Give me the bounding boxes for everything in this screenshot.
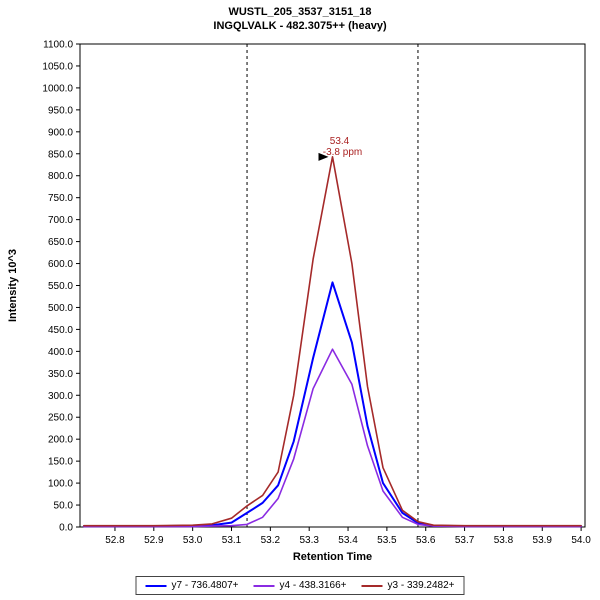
x-tick-label: 53.3 [299,535,319,546]
y-tick-label: 1000.0 [42,83,73,94]
x-tick-label: 53.1 [222,535,242,546]
series-line-y7[interactable] [82,281,583,528]
y-tick-label: 650.0 [48,237,73,248]
y-tick-label: 900.0 [48,127,73,138]
x-tick-label: 53.4 [338,535,358,546]
x-tick-label: 53.9 [533,535,553,546]
y-tick-label: 450.0 [48,325,73,336]
legend: y7 - 736.4807+ y4 - 438.3166+ y3 - 339.248… [135,576,465,595]
legend-item-y7: y7 - 736.4807+ [145,580,239,591]
y-tick-label: 1100.0 [43,40,73,51]
y-tick-label: 50.0 [54,501,74,512]
chart-subtitle: INGQLVALK - 482.3075++ (heavy) [213,20,387,32]
legend-label-y7: y7 - 736.4807+ [171,580,239,591]
peak-rt-annotation: 53.4 [330,136,350,147]
x-tick-label: 53.0 [183,535,203,546]
legend-swatch-y7 [145,584,167,587]
legend-swatch-y3 [361,584,383,587]
x-tick-label: 53.7 [455,535,475,546]
y-tick-label: 750.0 [48,193,73,204]
y-tick-label: 550.0 [48,281,73,292]
y-tick-label: 800.0 [48,171,73,182]
y-tick-label: 300.0 [48,391,73,402]
legend-item-y4: y4 - 438.3166+ [253,580,347,591]
y-tick-label: 0.0 [59,523,73,534]
y-tick-label: 100.0 [48,479,73,490]
peak-arrow-icon [318,152,329,161]
y-tick-label: 150.0 [48,457,73,468]
x-tick-label: 53.6 [416,535,436,546]
y-tick-label: 850.0 [48,149,73,160]
y-tick-label: 1050.0 [42,61,73,72]
y-tick-label: 250.0 [48,413,73,424]
chart-title: WUSTL_205_3537_3151_18 [228,6,372,18]
legend-label-y3: y3 - 339.2482+ [387,580,455,591]
y-tick-label: 950.0 [48,105,73,116]
x-tick-label: 53.8 [494,535,514,546]
legend-swatch-y4 [253,584,275,587]
y-tick-label: 600.0 [48,259,73,270]
y-tick-label: 350.0 [48,369,73,380]
series-line-y4[interactable] [83,348,582,528]
y-tick-label: 700.0 [48,215,73,226]
y-axis-label: Intensity 10^3 [7,249,19,322]
x-axis-label: Retention Time [293,551,372,562]
legend-item-y3: y3 - 339.2482+ [361,580,455,591]
y-tick-label: 200.0 [48,435,73,446]
peak-ppm-annotation: -3.8 ppm [323,147,362,158]
legend-label-y4: y4 - 438.3166+ [279,580,347,591]
x-tick-label: 53.2 [261,535,281,546]
chart-title-block: WUSTL_205_3537_3151_18 INGQLVALK - 482.3… [0,5,600,33]
chromatogram-plot[interactable]: 0.0 50.0 100.0 150.0 200.0 250.0 300.0 350.0 400… [0,32,600,563]
series-line-y3[interactable] [83,156,582,527]
x-tick-label: 53.5 [377,535,397,546]
x-tick-label: 54.0 [571,535,591,546]
x-tick-label: 52.8 [105,535,125,546]
x-tick-label: 52.9 [144,535,164,546]
y-tick-label: 500.0 [48,303,73,314]
y-tick-label: 400.0 [48,347,73,358]
